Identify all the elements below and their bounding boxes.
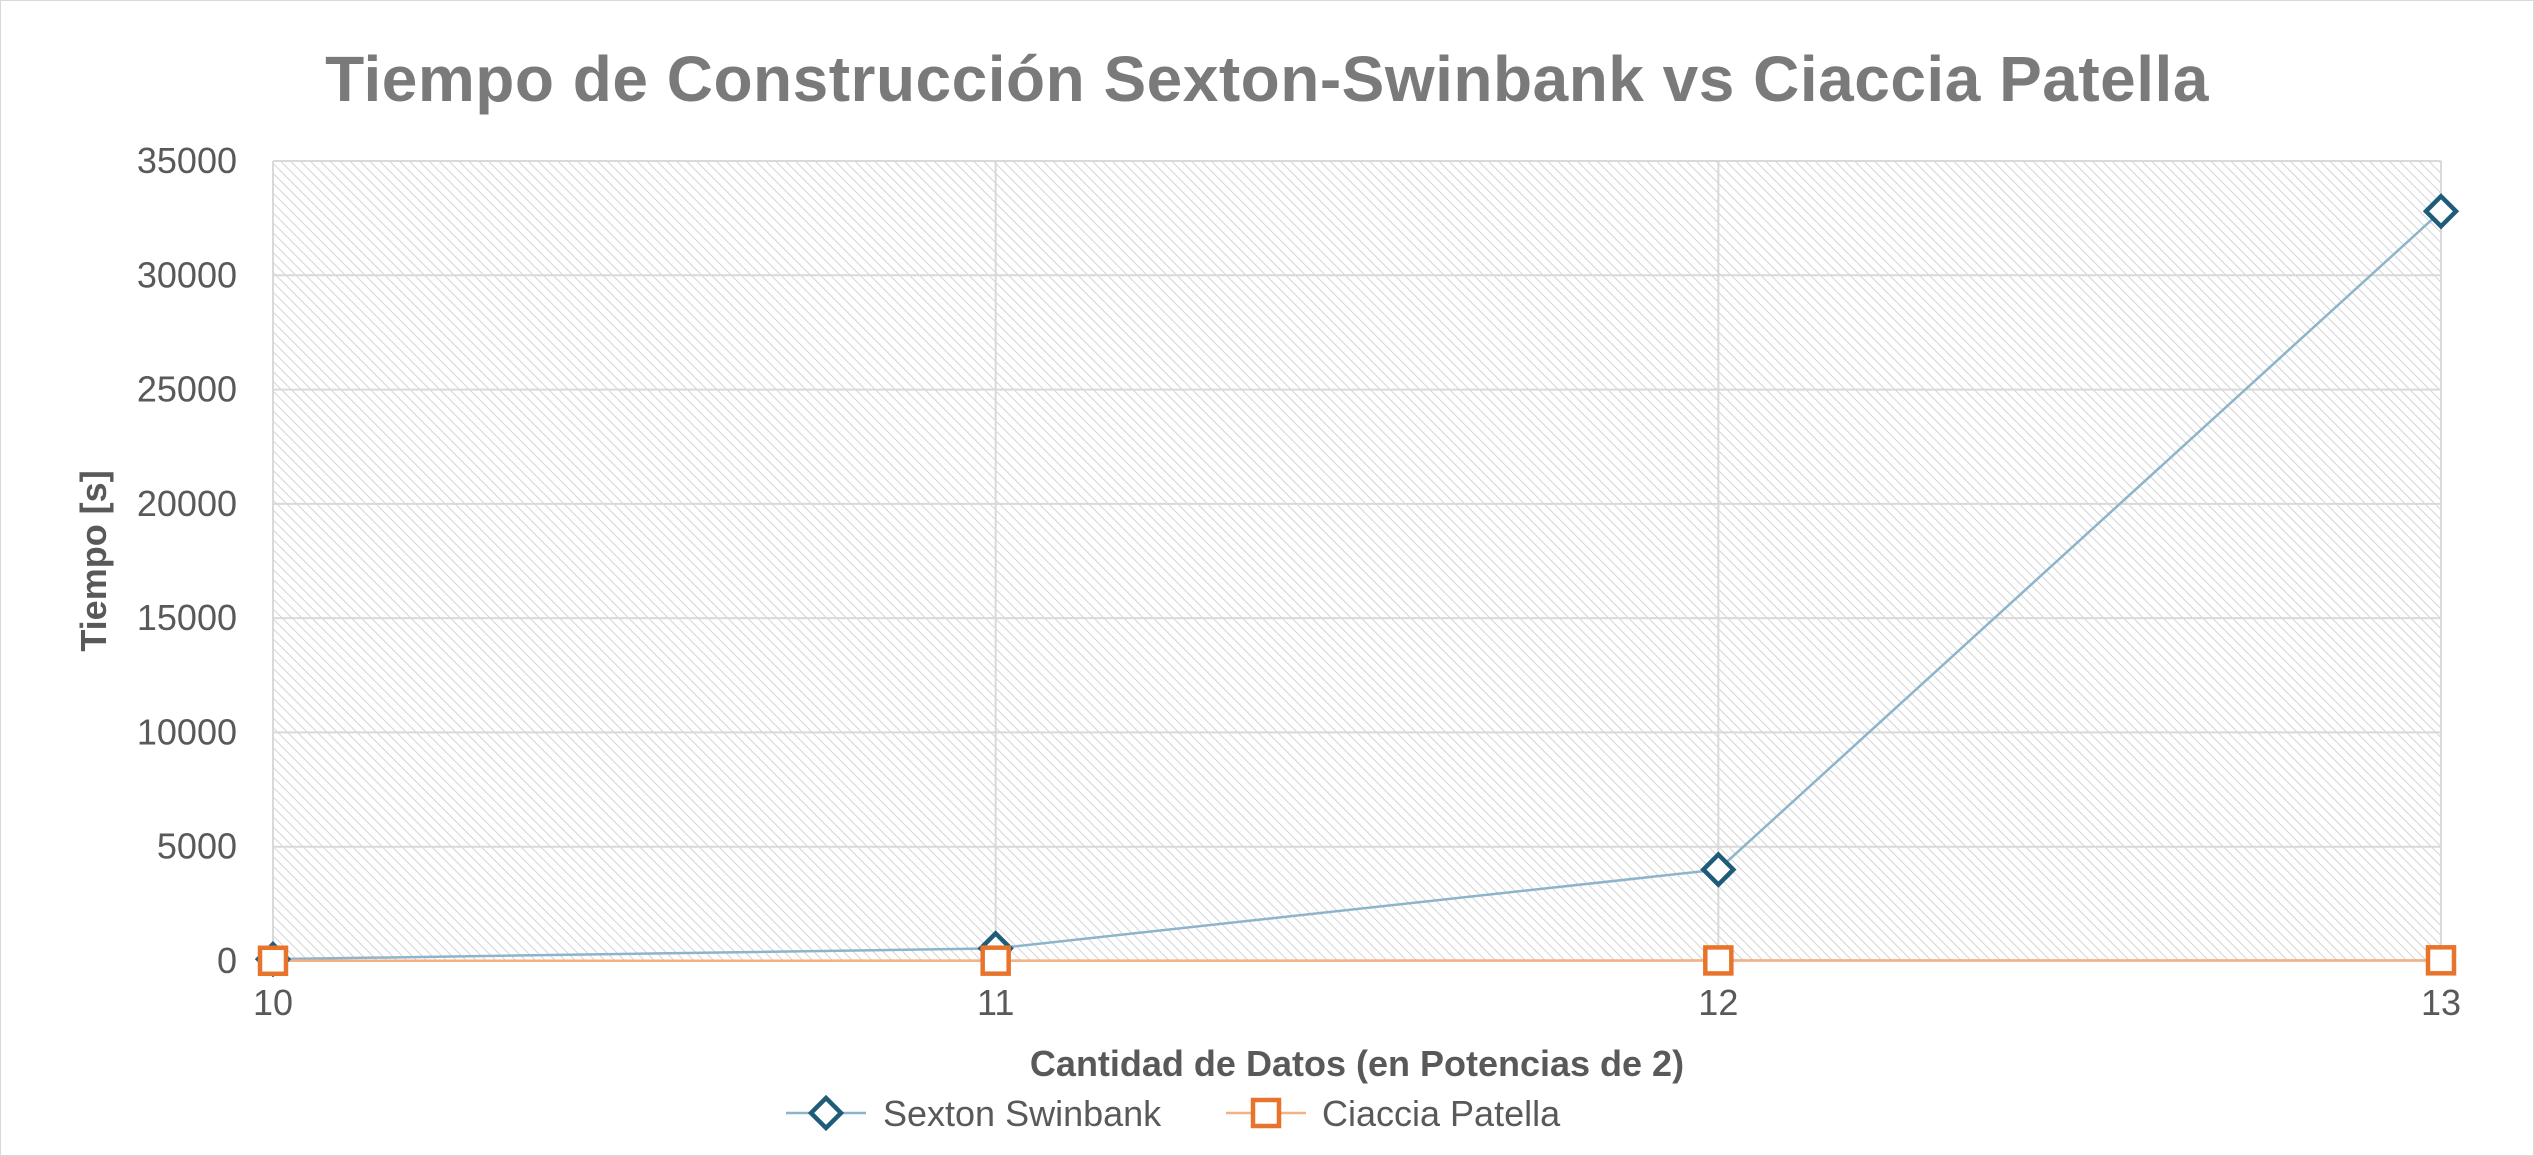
data-point-0-2 — [1700, 851, 1737, 888]
x-tick-label: 12 — [1698, 982, 1738, 1023]
legend-square-marker — [1250, 1097, 1282, 1129]
x-tick-label: 13 — [2421, 982, 2461, 1023]
y-axis-title: Tiempo [s] — [73, 470, 114, 651]
legend-diamond-marker — [807, 1094, 845, 1132]
x-axis-ticks: 10 11 12 13 — [253, 982, 2461, 1023]
series-line-0 — [272, 210, 2442, 961]
y-tick-label: 10000 — [137, 711, 237, 752]
y-tick-label: 5000 — [157, 826, 237, 867]
data-point-1-3 — [2425, 945, 2457, 976]
legend: Sexton Swinbank Ciaccia Patella — [786, 1093, 1561, 1134]
x-tick-label: 10 — [253, 982, 293, 1023]
y-tick-label: 15000 — [137, 597, 237, 638]
x-tick-label: 11 — [977, 982, 1014, 1023]
y-tick-label: 35000 — [137, 140, 237, 181]
legend-label: Sexton Swinbank — [883, 1093, 1162, 1134]
y-tick-label: 20000 — [137, 483, 237, 524]
plot-area — [273, 161, 2441, 961]
series-lines — [272, 210, 2442, 963]
data-point-0-3 — [2422, 193, 2460, 230]
y-tick-label: 25000 — [137, 369, 237, 410]
y-axis-ticks: 0 5000 10000 15000 20000 25000 30000 35000 — [137, 140, 237, 981]
x-axis-title: Cantidad de Datos (en Potencias de 2) — [1030, 1043, 1684, 1084]
series-markers — [254, 193, 2460, 978]
data-point-1-2 — [1703, 945, 1734, 976]
y-tick-label: 0 — [217, 940, 237, 981]
gridlines — [272, 160, 2442, 962]
chart-title: Tiempo de Construcción Sexton-Swinbank v… — [325, 43, 2209, 115]
data-point-1-1 — [980, 945, 1011, 976]
y-tick-label: 30000 — [137, 254, 237, 295]
legend-label: Ciaccia Patella — [1322, 1093, 1561, 1134]
data-point-1-0 — [257, 945, 289, 977]
